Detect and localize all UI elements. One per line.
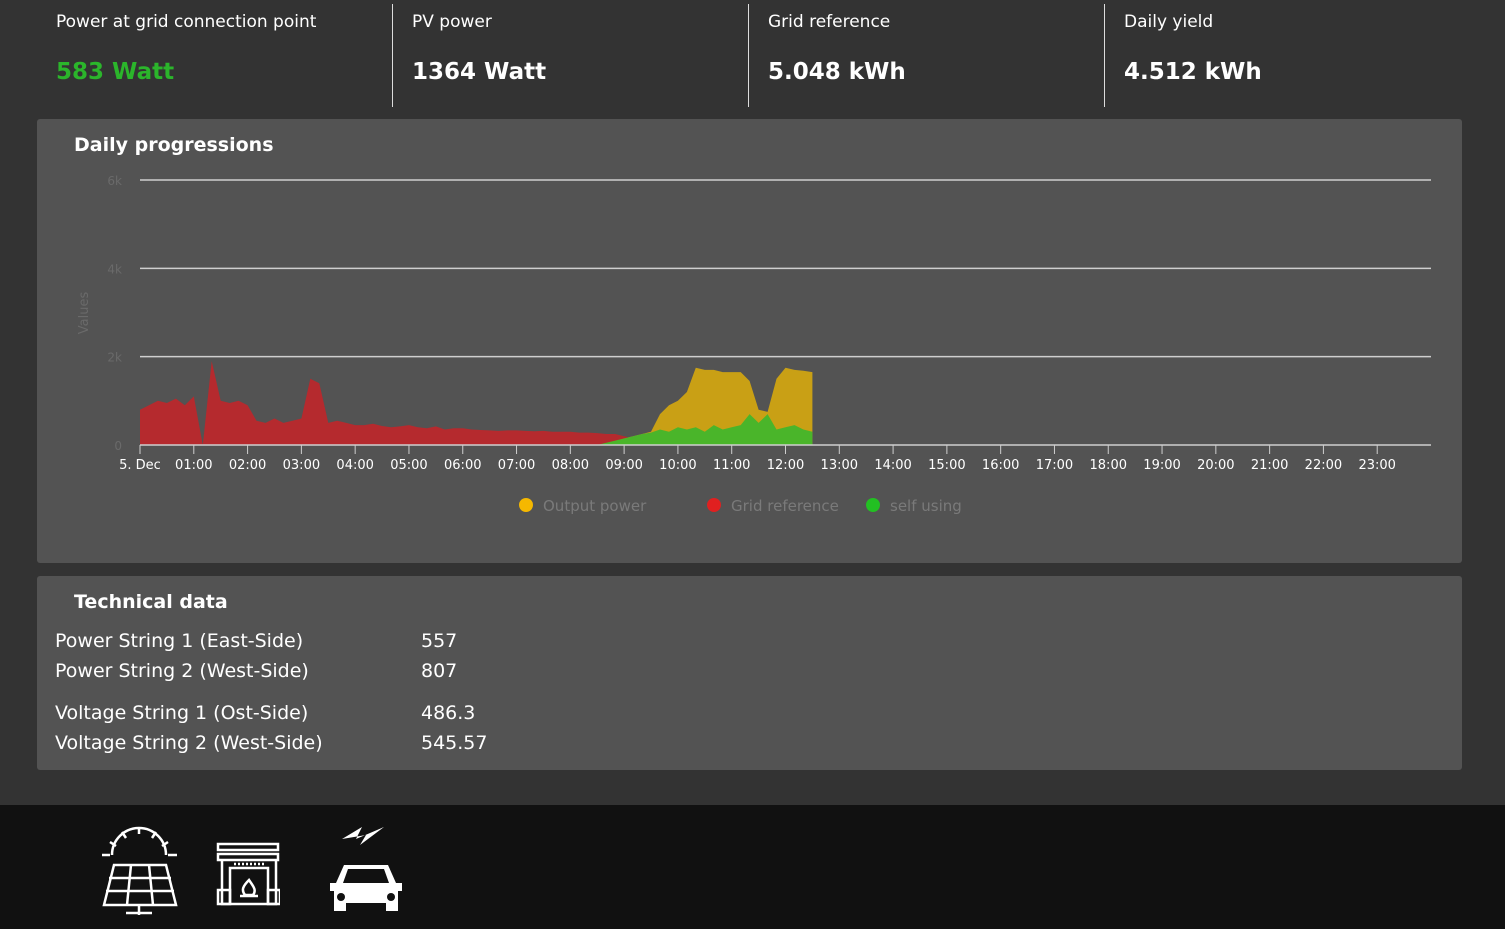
x-tick-label: 16:00 — [982, 458, 1019, 473]
x-tick-label: 07:00 — [498, 458, 535, 473]
stat-pv-power: PV power 1364 Watt — [412, 4, 752, 107]
y-tick-label: 0 — [114, 439, 122, 453]
legend-marker — [707, 498, 721, 512]
x-tick-label: 09:00 — [605, 458, 642, 473]
tech-value: 545.57 — [421, 732, 488, 754]
x-tick-label: 14:00 — [874, 458, 911, 473]
series-area-grid-reference — [140, 361, 813, 445]
tech-value: 807 — [421, 660, 458, 682]
x-tick-label: 20:00 — [1197, 458, 1234, 473]
y-tick-label: 2k — [107, 351, 122, 365]
x-tick-label: 5. Dec — [119, 458, 161, 473]
car-charging-icon[interactable] — [326, 825, 406, 917]
legend-label: self using — [890, 497, 962, 515]
x-tick-label: 13:00 — [821, 458, 858, 473]
x-tick-label: 05:00 — [390, 458, 427, 473]
stat-label: Grid reference — [768, 12, 891, 32]
tech-label: Voltage String 2 (West-Side) — [55, 732, 323, 754]
x-tick-label: 11:00 — [713, 458, 750, 473]
legend-label: Grid reference — [731, 497, 839, 515]
divider — [392, 4, 393, 107]
stat-daily-yield: Daily yield 4.512 kWh — [1124, 4, 1464, 107]
x-tick-label: 10:00 — [659, 458, 696, 473]
stat-value: 5.048 kWh — [768, 59, 906, 85]
x-tick-label: 02:00 — [229, 458, 266, 473]
tech-label: Power String 1 (East-Side) — [55, 630, 304, 652]
y-tick-label: 4k — [107, 262, 122, 276]
x-tick-label: 17:00 — [1036, 458, 1073, 473]
fireplace-icon[interactable] — [216, 842, 280, 906]
y-tick-label: 6k — [107, 174, 122, 188]
x-tick-label: 03:00 — [283, 458, 320, 473]
stat-value: 1364 Watt — [412, 59, 547, 85]
stat-value: 4.512 kWh — [1124, 59, 1262, 85]
daily-progressions-chart: 0 2k 4k 6k Values 5. Dec 01:00 02:00 03:00 04:00 0… — [77, 174, 1431, 515]
tech-label: Voltage String 1 (Ost-Side) — [55, 702, 309, 724]
tech-value: 557 — [421, 630, 458, 652]
x-tick-label: 12:00 — [767, 458, 804, 473]
technical-data-card: Technical data Power String 1 (East-Side… — [37, 576, 1462, 770]
x-tick-label: 19:00 — [1143, 458, 1180, 473]
stat-label: Power at grid connection point — [56, 12, 317, 32]
tech-label: Power String 2 (West-Side) — [55, 660, 309, 682]
x-tick-label: 22:00 — [1305, 458, 1342, 473]
divider — [748, 4, 749, 107]
x-tick-label: 08:00 — [552, 458, 589, 473]
stat-value: 583 Watt — [56, 59, 175, 85]
tech-value: 486.3 — [421, 702, 476, 724]
stat-label: PV power — [412, 12, 492, 32]
x-tick-label: 04:00 — [336, 458, 373, 473]
legend-marker — [866, 498, 880, 512]
x-tick-label: 06:00 — [444, 458, 481, 473]
x-tick-label: 15:00 — [928, 458, 965, 473]
stat-grid-reference: Grid reference 5.048 kWh — [768, 4, 1108, 107]
x-tick-label: 01:00 — [175, 458, 212, 473]
x-tick-label: 18:00 — [1090, 458, 1127, 473]
y-axis-label: Values — [77, 292, 92, 335]
footer-bar — [0, 805, 1505, 929]
stat-label: Daily yield — [1124, 12, 1214, 32]
legend-label: Output power — [543, 497, 647, 515]
legend-marker — [519, 498, 533, 512]
x-tick-label: 23:00 — [1358, 458, 1395, 473]
daily-progressions-card: Daily progressions 0 2k 4k 6k Values 5. Dec 01… — [37, 119, 1462, 563]
series-area-self-using — [140, 414, 813, 445]
card-title: Daily progressions — [74, 134, 274, 156]
x-tick-label: 21:00 — [1251, 458, 1288, 473]
card-title: Technical data — [74, 591, 228, 613]
solar-panel-icon[interactable] — [100, 825, 180, 915]
stat-grid-power: Power at grid connection point 583 Watt — [56, 4, 396, 107]
divider — [1104, 4, 1105, 107]
